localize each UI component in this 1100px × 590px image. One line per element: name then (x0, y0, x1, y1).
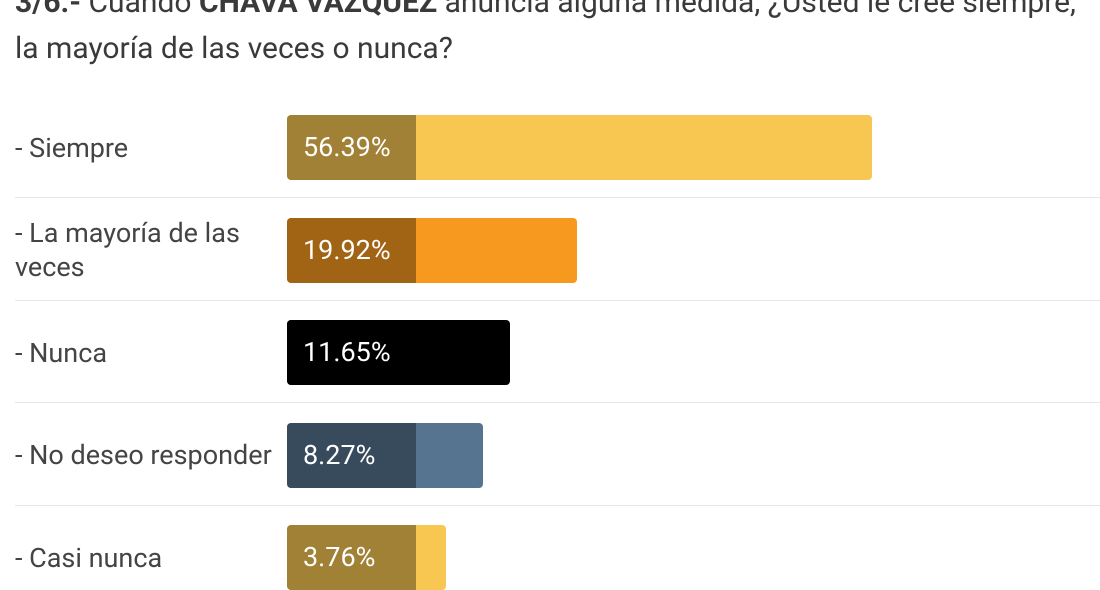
value-label: 8.27% (287, 422, 416, 488)
row-separator (15, 504, 1100, 506)
title-part: 3/6.- (15, 0, 82, 20)
category-label: - La mayoría de las veces (15, 217, 240, 283)
bar: 19.92% (287, 217, 577, 283)
bar: 3.76% (287, 525, 447, 590)
bar: 56.39% (287, 115, 872, 180)
row-separator (15, 402, 1100, 403)
value-label: 3.76% (287, 525, 416, 590)
category-label: - Nunca (15, 336, 108, 369)
value-label: 56.39% (287, 115, 416, 180)
row-separator (15, 299, 1100, 301)
page: 3/6.- Cuando CHAVA VÁZQUEZ anuncia algun… (15, 0, 1100, 590)
title-part: Cuando (81, 0, 199, 20)
category-label: - Siempre (15, 131, 129, 164)
value-label: 19.92% (287, 217, 416, 283)
bar: 11.65% (287, 320, 511, 385)
title-part: anuncia alguna medida, ¿Usted le cree si… (15, 0, 1076, 66)
category-label: - Casi nunca (15, 541, 163, 574)
row-separator (15, 197, 1100, 198)
value-label: 11.65% (287, 320, 416, 385)
category-label: - No deseo responder (15, 439, 272, 471)
bar: 8.27% (287, 422, 483, 488)
title-part: CHAVA VÁZQUEZ (198, 0, 438, 20)
chart-title: 3/6.- Cuando CHAVA VÁZQUEZ anuncia algun… (15, 0, 1090, 72)
